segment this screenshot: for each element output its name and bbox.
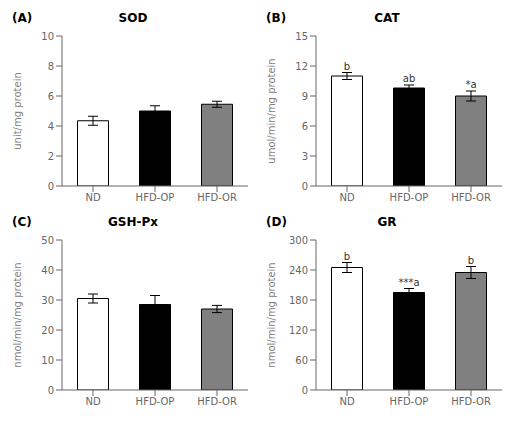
html-text:(B): (B): [266, 11, 287, 25]
svg-text:0: 0: [302, 181, 308, 192]
svg-text:b: b: [468, 255, 474, 266]
svg-text:HFD-OP: HFD-OP: [390, 192, 429, 203]
svg-text:ab: ab: [403, 73, 415, 84]
html-text:(C): (C): [12, 215, 32, 229]
svg-text:40: 40: [41, 265, 54, 276]
svg-text:15: 15: [295, 31, 308, 42]
svg-text:ND: ND: [339, 396, 354, 407]
html-text:SOD: SOD: [118, 11, 148, 25]
svg-text:b: b: [344, 251, 350, 262]
html-text:GR: GR: [377, 215, 397, 229]
svg-text:0: 0: [302, 385, 308, 396]
svg-text:HFD-OR: HFD-OR: [197, 396, 237, 407]
svg-text:300: 300: [289, 235, 308, 246]
svg-text:60: 60: [295, 355, 308, 366]
svg-text:9: 9: [302, 91, 308, 102]
svg-text:50: 50: [41, 235, 54, 246]
svg-text:HFD-OR: HFD-OR: [451, 396, 491, 407]
svg-text:HFD-OP: HFD-OP: [136, 192, 175, 203]
svg-text:ND: ND: [85, 192, 100, 203]
svg-text:***a: ***a: [398, 277, 419, 288]
html-text:GSH-Px: GSH-Px: [108, 215, 158, 229]
html-text:(A): (A): [12, 11, 33, 25]
svg-text:10: 10: [41, 355, 54, 366]
svg-text:b: b: [344, 61, 350, 72]
svg-text:0: 0: [48, 385, 54, 396]
svg-text:3: 3: [302, 151, 308, 162]
svg-text:20: 20: [41, 325, 54, 336]
svg-text:6: 6: [302, 121, 308, 132]
html-text:CAT: CAT: [374, 11, 400, 25]
svg-text:30: 30: [41, 295, 54, 306]
svg-text:10: 10: [41, 31, 54, 42]
svg-text:ND: ND: [85, 396, 100, 407]
svg-text:120: 120: [289, 325, 308, 336]
svg-text:*a: *a: [465, 79, 476, 90]
html-text:(D): (D): [266, 215, 287, 229]
svg-text:HFD-OP: HFD-OP: [136, 396, 175, 407]
svg-text:0: 0: [48, 181, 54, 192]
svg-text:HFD-OR: HFD-OR: [197, 192, 237, 203]
svg-text:4: 4: [48, 121, 54, 132]
svg-text:nmol/min/mg protein: nmol/min/mg protein: [12, 262, 23, 367]
svg-text:8: 8: [48, 61, 54, 72]
svg-text:240: 240: [289, 265, 308, 276]
svg-text:ND: ND: [339, 192, 354, 203]
svg-text:180: 180: [289, 295, 308, 306]
svg-text:unit/mg protein: unit/mg protein: [12, 72, 23, 150]
svg-text:HFD-OR: HFD-OR: [451, 192, 491, 203]
svg-text:6: 6: [48, 91, 54, 102]
svg-text:HFD-OP: HFD-OP: [390, 396, 429, 407]
svg-text:umol/min/mg protein: umol/min/mg protein: [266, 58, 277, 163]
svg-text:2: 2: [48, 151, 54, 162]
svg-text:nmol/min/mg protein: nmol/min/mg protein: [266, 262, 277, 367]
svg-text:12: 12: [295, 61, 308, 72]
